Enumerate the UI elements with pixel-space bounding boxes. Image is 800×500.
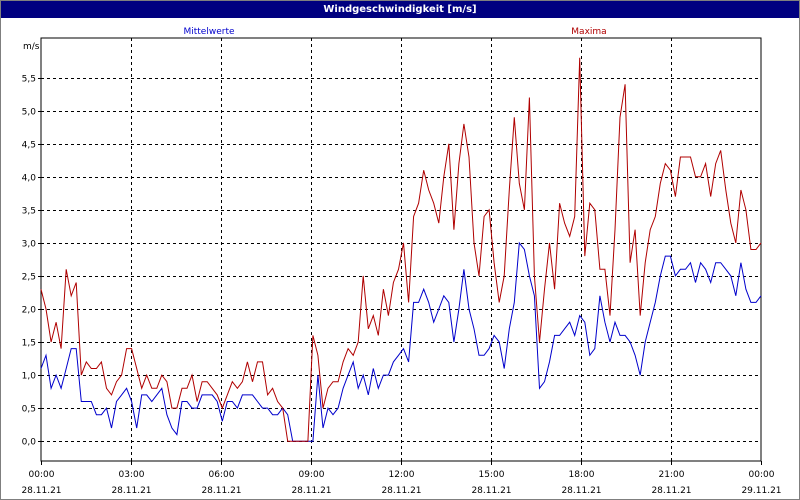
x-tick-date: 28.11.21	[201, 486, 241, 496]
y-tick-label: 3,0	[22, 240, 37, 250]
x-tick-date: 28.11.21	[21, 486, 61, 496]
x-tick-date: 28.11.21	[381, 486, 421, 496]
y-axis-label: m/s	[23, 42, 40, 52]
x-tick-time: 15:00	[479, 470, 505, 480]
x-tick-time: 09:00	[299, 470, 325, 480]
y-tick-label: 4,0	[22, 174, 37, 184]
window-title: Windgeschwindigkeit [m/s]	[1, 1, 799, 18]
x-tick-time: 00:00	[29, 470, 55, 480]
x-tick-date: 28.11.21	[651, 486, 691, 496]
legend: Mittelwerte Maxima	[183, 27, 606, 37]
x-axis-ticks: 00:00 28.11.21 03:00 28.11.21 06:00 28.11.21 0…	[21, 461, 782, 496]
x-tick-date: 28.11.21	[561, 486, 601, 496]
series-lines	[40, 57, 762, 442]
x-tick-time: 21:00	[659, 470, 685, 480]
x-tick-date: 28.11.21	[291, 486, 331, 496]
x-tick-time: 12:00	[389, 470, 415, 480]
x-tick-time: 03:00	[119, 470, 145, 480]
y-tick-label: 2,0	[22, 306, 37, 316]
x-tick-date: 29.11.21	[741, 486, 781, 496]
y-tick-label: 1,0	[22, 372, 37, 382]
series-line-mittelwerte	[40, 241, 762, 442]
y-axis-ticks: 0,0 0,5 1,0 1,5 2,0 2,5 3,0 3,5 4,0 4,5 5,0 5,5	[22, 75, 41, 448]
x-tick-date: 28.11.21	[471, 486, 511, 496]
legend-entry-mittelwerte: Mittelwerte	[183, 27, 234, 37]
x-tick-time: 00:00	[749, 470, 775, 480]
y-tick-label: 1,5	[22, 339, 36, 349]
x-tick-time: 18:00	[569, 470, 595, 480]
x-tick-time: 06:00	[209, 470, 235, 480]
y-tick-label: 5,0	[22, 108, 37, 118]
y-tick-label: 3,5	[22, 207, 36, 217]
y-tick-label: 0,0	[22, 438, 37, 448]
series-line-maxima	[40, 57, 762, 442]
legend-entry-maxima: Maxima	[571, 27, 606, 37]
y-tick-label: 0,5	[22, 405, 36, 415]
y-tick-label: 4,5	[22, 141, 36, 151]
y-tick-label: 2,5	[22, 273, 36, 283]
x-tick-date: 28.11.21	[111, 486, 151, 496]
y-tick-label: 5,5	[22, 75, 36, 85]
